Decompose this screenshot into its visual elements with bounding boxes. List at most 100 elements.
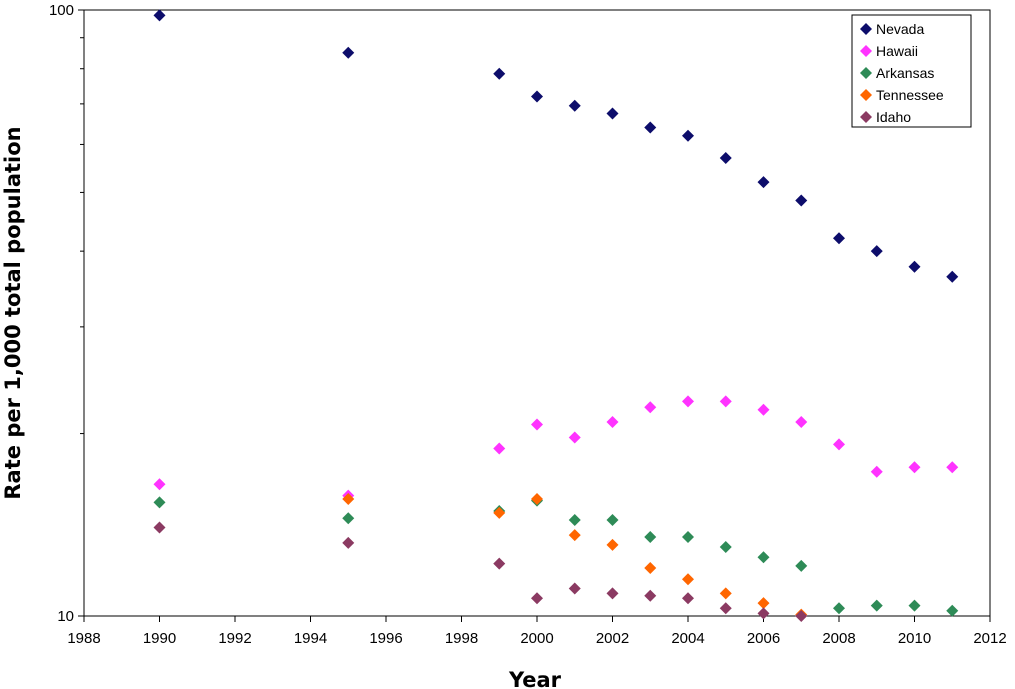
data-point (946, 270, 959, 283)
data-point (568, 431, 581, 444)
data-point (568, 582, 581, 595)
legend-label: Arkansas (876, 65, 934, 81)
data-point (757, 551, 770, 564)
data-point (153, 478, 166, 491)
data-point (644, 589, 657, 602)
data-point (606, 514, 619, 527)
data-point (644, 562, 657, 575)
data-point (531, 492, 543, 505)
data-point (908, 599, 921, 612)
data-point (644, 121, 657, 134)
series-nevada (153, 9, 959, 283)
y-tick-label: 100 (49, 2, 74, 19)
data-point (757, 176, 770, 189)
series-idaho (153, 521, 808, 622)
data-point (682, 129, 694, 142)
x-tick-label: 2002 (596, 630, 629, 647)
legend-marker (860, 23, 872, 35)
data-point (531, 90, 543, 103)
data-point (870, 245, 883, 258)
data-points (153, 9, 959, 622)
x-tick-label: 1998 (445, 630, 478, 647)
data-point (342, 512, 355, 525)
x-tick-label: 2004 (671, 630, 704, 647)
series-hawaii (153, 395, 959, 502)
data-point (568, 99, 581, 112)
data-point (682, 395, 694, 408)
legend-marker (860, 67, 872, 79)
legend-label: Hawaii (876, 43, 918, 59)
data-point (795, 194, 808, 207)
legend-label: Idaho (876, 109, 911, 125)
data-point (795, 559, 808, 572)
series-tennessee (342, 492, 808, 621)
data-point (908, 461, 921, 474)
x-tick-label: 2008 (822, 630, 855, 647)
x-tick-label: 1994 (294, 630, 327, 647)
data-point (682, 592, 694, 605)
x-tick-label: 2012 (973, 630, 1006, 647)
legend-item-nevada: Nevada (860, 21, 924, 37)
data-point (342, 492, 355, 505)
data-point (606, 538, 619, 551)
data-point (606, 107, 619, 120)
data-point (719, 587, 732, 600)
x-tick-label: 1996 (369, 630, 402, 647)
data-point (644, 531, 657, 544)
x-tick-label: 1992 (218, 630, 251, 647)
data-point (946, 461, 959, 474)
legend-item-tennessee: Tennessee (860, 87, 944, 103)
data-point (833, 602, 845, 615)
data-point (606, 415, 619, 428)
data-point (568, 529, 581, 542)
data-point (153, 521, 166, 534)
data-point (682, 531, 694, 544)
legend-label: Nevada (876, 21, 924, 37)
legend: Nevada Hawaii Arkansas Tennessee Idaho (851, 14, 972, 128)
data-point (153, 496, 166, 509)
series-arkansas (153, 494, 959, 617)
data-point (606, 587, 619, 600)
data-point (493, 557, 506, 570)
data-point (568, 514, 581, 527)
data-point (833, 438, 845, 451)
data-point (757, 403, 770, 416)
legend-box (851, 14, 972, 128)
data-point (493, 67, 506, 80)
x-tick-label: 1988 (67, 630, 100, 647)
legend-marker (860, 89, 872, 101)
x-axis-ticks: 1988 1990 1992 1994 1996 1998 2000 2002 2004 2006… (67, 616, 1007, 647)
legend-item-arkansas: Arkansas (860, 65, 934, 81)
legend-label: Tennessee (876, 87, 944, 103)
legend-marker (860, 111, 872, 123)
x-tick-label: 2006 (747, 630, 780, 647)
data-point (531, 592, 543, 605)
data-point (342, 46, 355, 59)
data-point (342, 536, 355, 549)
y-tick-label: 10 (57, 608, 74, 625)
data-point (795, 415, 808, 428)
data-point (946, 604, 959, 617)
data-point (908, 260, 921, 273)
data-point (153, 9, 166, 22)
y-axis-title: Rate per 1,000 total population (1, 126, 25, 499)
y-axis-ticks: 10 100 (49, 2, 84, 625)
data-point (757, 607, 770, 620)
legend-item-hawaii: Hawaii (860, 43, 918, 59)
data-point (719, 602, 732, 615)
data-point (757, 597, 770, 610)
plot-area (83, 9, 991, 617)
x-tick-label: 1990 (143, 630, 176, 647)
data-point (493, 442, 506, 455)
data-point (719, 151, 732, 164)
x-tick-label: 2010 (898, 630, 931, 647)
data-point (795, 610, 808, 622)
data-point (493, 506, 506, 519)
data-point (870, 465, 883, 478)
x-tick-label: 2000 (520, 630, 553, 647)
data-point (719, 540, 732, 553)
data-point (870, 599, 883, 612)
legend-marker (860, 45, 872, 57)
x-axis-title: Year (508, 668, 562, 689)
